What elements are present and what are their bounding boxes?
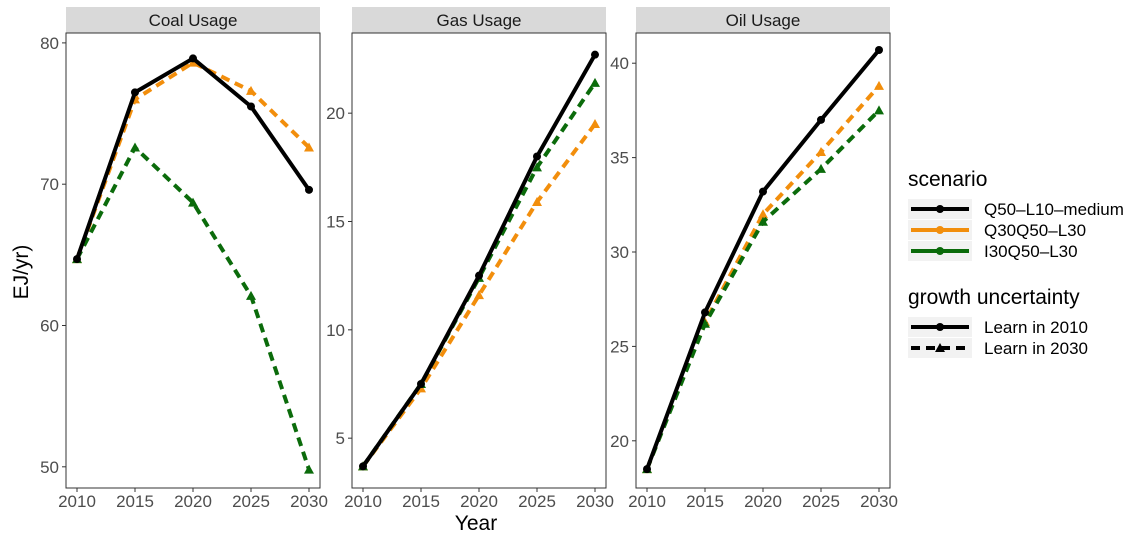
y-tick-label: 60 — [40, 317, 59, 336]
x-tick-label: 2010 — [628, 492, 666, 511]
legend-key-point — [936, 323, 944, 331]
legend-key-point — [936, 247, 944, 255]
legend-label: Q30Q50–L30 — [984, 221, 1086, 240]
panel-border — [635, 32, 891, 489]
y-tick-label: 5 — [336, 429, 345, 448]
x-tick-label: 2020 — [460, 492, 498, 511]
data-point — [130, 142, 140, 152]
legend-label: Q50–L10–medium — [984, 200, 1124, 219]
legend-label: I30Q50–L30 — [984, 242, 1078, 261]
x-tick-label: 2020 — [744, 492, 782, 511]
data-point — [474, 290, 484, 300]
data-point — [246, 85, 256, 95]
data-point — [417, 380, 425, 388]
data-point — [874, 80, 884, 90]
data-point — [701, 308, 709, 317]
y-tick-label: 35 — [610, 149, 629, 168]
legend-title-scenario: scenario — [908, 168, 987, 191]
x-tick-label: 2030 — [290, 492, 328, 511]
data-point — [700, 318, 710, 328]
data-point — [816, 146, 826, 156]
data-point — [758, 216, 768, 226]
facet-strip — [636, 7, 890, 33]
data-point — [305, 185, 313, 194]
x-tick-label: 2030 — [860, 492, 898, 511]
legend-label: Learn in 2010 — [984, 318, 1088, 337]
y-tick-label: 40 — [610, 54, 629, 73]
data-point — [304, 464, 314, 474]
y-tick-label: 80 — [40, 34, 59, 53]
panel-0: Coal Usage 50 60 70 80 2010 2015 2020 2025 2030 — [40, 7, 328, 511]
legend-title-growth-uncertainty: growth uncertainty — [908, 286, 1080, 309]
x-tick-label: 2015 — [402, 492, 440, 511]
y-tick-label: 30 — [610, 243, 629, 262]
data-point — [304, 142, 314, 152]
data-point — [759, 187, 767, 196]
x-axis-title: Year — [455, 512, 497, 535]
data-point — [189, 54, 197, 63]
y-tick-label: 20 — [326, 104, 345, 123]
data-point — [758, 209, 768, 219]
legend: scenario Q50–L10–medium Q30Q50–L30 I30Q50–L… — [908, 168, 1124, 358]
x-tick-label: 2025 — [232, 492, 270, 511]
data-point — [590, 77, 600, 87]
legend-key-point — [935, 343, 945, 352]
series-line-i30q50-l30 — [75, 145, 311, 471]
y-tick-label: 50 — [40, 458, 59, 477]
data-point — [533, 152, 541, 161]
x-tick-label: 2020 — [174, 492, 212, 511]
data-point — [359, 462, 367, 471]
x-tick-label: 2025 — [802, 492, 840, 511]
facet-title: Coal Usage — [149, 11, 238, 30]
data-point — [246, 290, 256, 300]
x-tick-label: 2025 — [518, 492, 556, 511]
y-axis-title: EJ/yr) — [10, 245, 33, 300]
data-point — [188, 197, 198, 207]
data-point — [532, 197, 542, 206]
data-point — [73, 255, 81, 264]
facet-strip — [66, 7, 320, 33]
legend-label: Learn in 2030 — [984, 339, 1088, 358]
panel-border — [65, 32, 321, 489]
data-point — [591, 50, 599, 59]
facet-title: Oil Usage — [726, 11, 801, 30]
legend-key-point — [936, 226, 944, 234]
x-tick-label: 2010 — [344, 492, 382, 511]
data-point — [643, 465, 651, 474]
panel-1: Gas Usage 5 10 15 20 2010 2015 2020 2025 2030 — [326, 7, 614, 511]
y-tick-label: 70 — [40, 175, 59, 194]
x-tick-label: 2010 — [58, 492, 96, 511]
x-tick-label: 2015 — [116, 492, 154, 511]
facet-title: Gas Usage — [436, 11, 521, 30]
data-point — [475, 271, 483, 280]
y-tick-label: 25 — [610, 337, 629, 356]
y-tick-label: 15 — [326, 213, 345, 232]
y-tick-label: 20 — [610, 432, 629, 451]
data-point — [817, 115, 825, 124]
data-point — [247, 102, 255, 111]
data-point — [131, 88, 139, 97]
facet-strip — [352, 7, 606, 33]
legend-key-point — [936, 205, 944, 213]
data-point — [532, 162, 542, 172]
data-point — [816, 163, 826, 173]
data-point — [875, 45, 883, 54]
data-point — [874, 105, 884, 115]
x-tick-label: 2030 — [576, 492, 614, 511]
x-tick-label: 2015 — [686, 492, 724, 511]
data-point — [590, 119, 600, 128]
y-tick-label: 10 — [326, 321, 345, 340]
